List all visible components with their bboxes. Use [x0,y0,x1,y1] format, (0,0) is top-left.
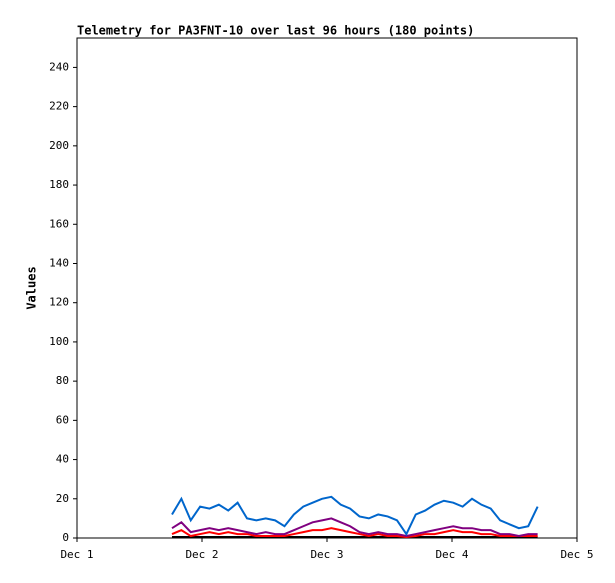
y-tick-label: 180 [49,178,69,191]
y-tick-label: 0 [62,531,69,544]
x-tick-label: Dec 1 [60,548,93,561]
series-line [171,527,538,539]
y-tick-label: 20 [56,492,69,505]
y-tick-label: 240 [49,60,69,73]
x-tick-label: Dec 4 [435,548,468,561]
series-line [171,495,539,537]
plot-frame [76,37,578,539]
y-tick-label: 120 [49,296,69,309]
y-tick-label: 160 [49,217,69,230]
y-tick-label: 80 [56,374,69,387]
y-axis-label: Values [25,266,39,309]
y-tick-label: 40 [56,453,69,466]
series-line [171,517,538,538]
y-tick-label: 60 [56,413,69,426]
y-tick-label: 200 [49,139,69,152]
chart-title: Telemetry for PA3FNT-10 over last 96 hou… [77,24,474,38]
y-tick-label: 100 [49,335,69,348]
x-tick-label: Dec 2 [185,548,218,561]
y-tick-label: 140 [49,256,69,269]
x-tick-label: Dec 5 [560,548,593,561]
y-tick-label: 220 [49,100,69,113]
x-tick-label: Dec 3 [310,548,343,561]
